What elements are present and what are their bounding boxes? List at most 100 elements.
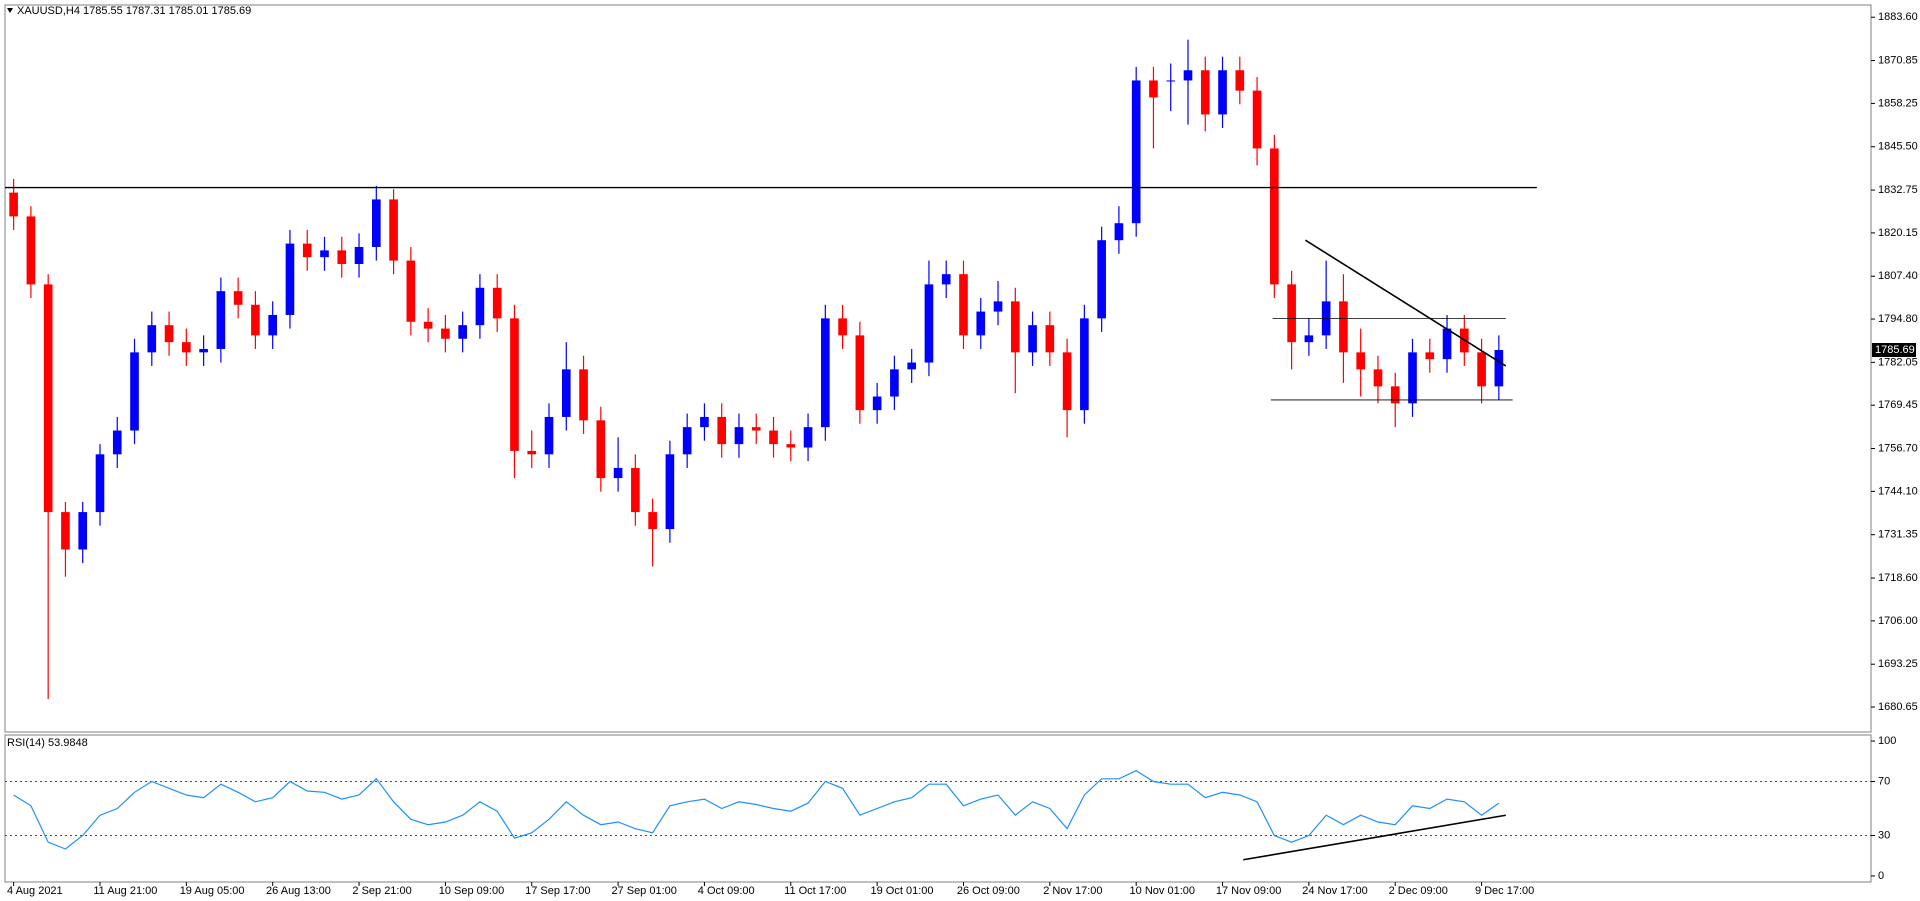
candle-body: [354, 246, 364, 264]
x-tick-label: 2 Sep 21:00: [352, 885, 411, 897]
x-tick-label: 27 Sep 01:00: [611, 885, 676, 897]
y-tick-label: 1769.45: [1878, 399, 1918, 411]
candle-body: [959, 274, 968, 336]
x-tick-label: 4 Oct 09:00: [698, 885, 755, 897]
candle-body: [1010, 301, 1020, 353]
candle-body: [1425, 352, 1435, 360]
x-tick-label: 4 Aug 2021: [7, 885, 63, 897]
candle-body: [1218, 70, 1227, 115]
candle-body: [1270, 148, 1279, 285]
candle-body: [803, 427, 813, 448]
candle-body: [320, 250, 329, 258]
candle-body: [1252, 90, 1262, 149]
candle-body: [389, 199, 398, 261]
x-tick-label: 2 Nov 17:00: [1043, 885, 1102, 897]
y-tick-label: 1731.35: [1878, 529, 1918, 541]
candle-body: [1149, 80, 1158, 98]
candle-body: [976, 311, 986, 336]
candle-body: [1494, 350, 1504, 387]
candle-body: [1028, 325, 1037, 353]
x-tick-label: 10 Sep 09:00: [439, 885, 504, 897]
candle-body: [1114, 223, 1124, 241]
x-tick-label: 17 Sep 17:00: [525, 885, 590, 897]
candle-body: [769, 430, 778, 445]
y-tick-label: 1858.25: [1878, 97, 1918, 109]
x-tick-label: 11 Aug 21:00: [93, 885, 157, 897]
candle-body: [441, 328, 450, 339]
y-tick-label: 1820.15: [1878, 227, 1918, 239]
candle-body: [1304, 335, 1314, 343]
y-tick-label: 1756.70: [1878, 442, 1918, 454]
candle-body: [1373, 369, 1383, 387]
candle-body: [1408, 352, 1417, 404]
candle-body: [337, 250, 347, 264]
candle-body: [78, 512, 88, 550]
candle-body: [855, 335, 865, 411]
panel-menu-icon[interactable]: [7, 8, 13, 13]
candle-body: [510, 318, 519, 451]
candle-body: [268, 314, 278, 336]
candle-body: [821, 318, 830, 428]
candle-body: [941, 274, 951, 285]
candle-body: [1080, 318, 1089, 411]
candle-body: [1200, 70, 1210, 115]
x-tick-label: 26 Oct 09:00: [957, 885, 1020, 897]
candle-body: [613, 467, 623, 479]
candle-body: [302, 243, 312, 258]
rsi-y-tick-label: 100: [1878, 735, 1896, 747]
y-tick-label: 1845.50: [1878, 141, 1918, 153]
x-tick-label: 19 Oct 01:00: [871, 885, 934, 897]
y-tick-label: 1883.60: [1878, 11, 1918, 23]
chart-title: XAUUSD,H4 1785.55 1787.31 1785.01 1785.6…: [17, 5, 251, 17]
y-tick-label: 1718.60: [1878, 572, 1918, 584]
rsi-y-tick-label: 30: [1878, 829, 1890, 841]
candle-body: [596, 420, 606, 479]
candle-body: [890, 369, 899, 397]
candle-body: [838, 318, 847, 336]
candle-body: [717, 416, 727, 445]
candle-body: [1131, 80, 1141, 224]
candle-body: [1166, 80, 1176, 82]
candle-body: [285, 243, 295, 315]
candle-body: [1477, 352, 1486, 387]
candle-body: [631, 467, 640, 513]
candle-body: [561, 369, 571, 417]
y-tick-label: 1782.05: [1878, 356, 1918, 368]
trendline: [1305, 239, 1507, 367]
rsi-y-tick-label: 70: [1878, 775, 1890, 787]
candle-body: [95, 454, 105, 513]
x-tick-label: 19 Aug 05:00: [180, 885, 245, 897]
candle-body: [648, 512, 657, 530]
price-panel-frame: [4, 4, 1872, 733]
rsi-line: [13, 770, 1500, 850]
candle-body: [579, 369, 588, 421]
x-tick-label: 2 Dec 09:00: [1389, 885, 1448, 897]
candle-body: [786, 444, 796, 448]
candle-body: [682, 427, 692, 455]
x-tick-label: 11 Oct 17:00: [784, 885, 846, 897]
candle-body: [1356, 352, 1366, 370]
candle-body: [544, 416, 554, 455]
y-tick-label: 1807.40: [1878, 270, 1918, 282]
candle-body: [130, 352, 139, 431]
candle-body: [233, 291, 243, 305]
y-tick-label: 1744.10: [1878, 485, 1918, 497]
candle-body: [1235, 70, 1245, 91]
candle-body: [216, 291, 226, 349]
y-tick-label: 1680.65: [1878, 701, 1918, 713]
candle-body: [251, 304, 260, 336]
candle-body: [924, 284, 934, 363]
y-tick-label: 1794.80: [1878, 313, 1918, 325]
candle-body: [43, 284, 53, 513]
x-tick-label: 26 Aug 13:00: [266, 885, 331, 897]
y-tick-label: 1870.85: [1878, 54, 1918, 66]
last-price-label: 1785.69: [1875, 344, 1915, 356]
candle-body: [9, 192, 18, 217]
x-tick-label: 9 Dec 17:00: [1475, 885, 1534, 897]
candle-body: [406, 260, 416, 322]
candle-body: [907, 362, 916, 370]
candle-body: [1442, 328, 1452, 360]
candle-body: [751, 427, 761, 431]
